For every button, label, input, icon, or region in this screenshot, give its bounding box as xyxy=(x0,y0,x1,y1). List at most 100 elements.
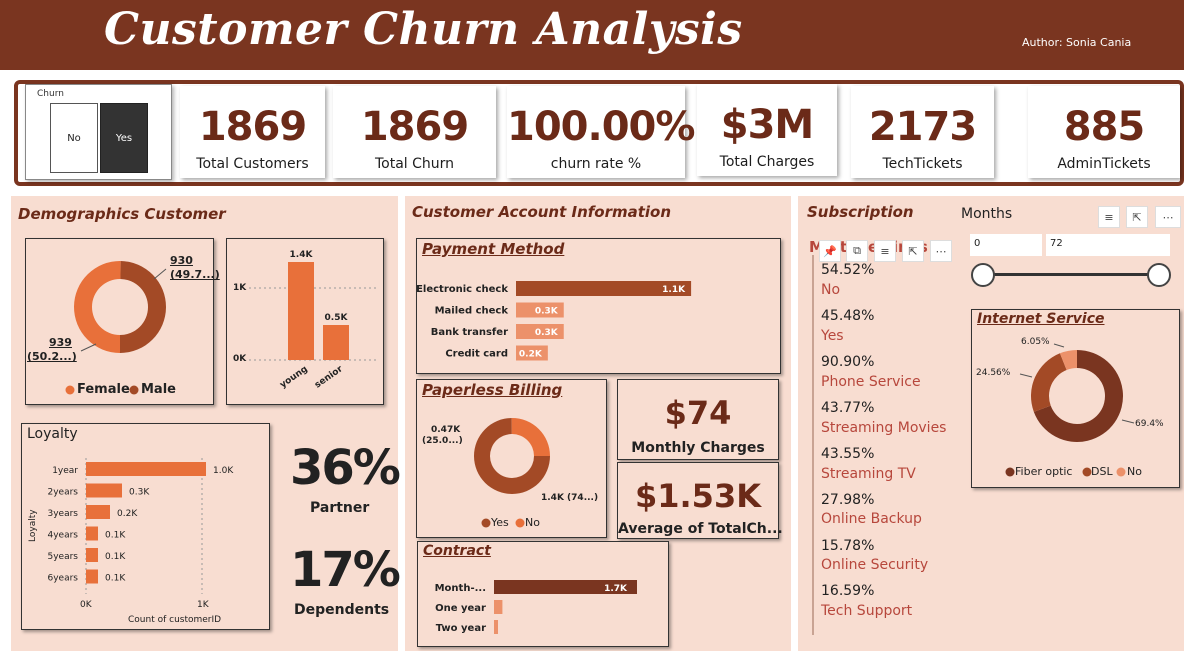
loyalty-value-4years: 0.1K xyxy=(105,531,126,541)
contract-title: Contract xyxy=(423,543,491,559)
loyalty-title: Loyalty xyxy=(27,426,78,442)
avg-total-charges-label: Average of TotalCh... xyxy=(618,521,783,537)
loyalty-category-4years: 4years xyxy=(48,531,79,541)
loyalty-bar-chart: 1year 1.0K 2years 0.3K 3years 0.2K 4years 0.1K 5… xyxy=(48,458,234,594)
internet-dsl-pct: 24.56% xyxy=(976,368,1011,378)
legend-no-label: No xyxy=(1127,465,1142,478)
legend-dsl-marker xyxy=(1082,467,1092,477)
paperless-yes-value: 1.4K (74...) xyxy=(541,493,599,503)
fiber-slice xyxy=(1033,350,1123,442)
loyalty-y-axis-label: Loyalty xyxy=(28,509,38,542)
more-options-icon[interactable]: ⋯ xyxy=(1155,206,1181,228)
contract-category-0: Month-... xyxy=(435,583,486,594)
kpi-label: Total Charges xyxy=(719,154,815,170)
female-pct-label: (50.2...) xyxy=(27,350,77,363)
page-title: Customer Churn Analysis xyxy=(104,4,743,55)
dsl-slice xyxy=(1031,353,1067,412)
kpi-label: AdminTickets xyxy=(1057,156,1151,172)
paperless-no-value: 0.47K xyxy=(431,425,461,435)
kpi-admin-tickets: 885 AdminTickets xyxy=(1028,86,1180,178)
loyalty-card: 1year 1.0K 2years 0.3K 3years 0.2K 4years 0.1K 5… xyxy=(21,423,270,630)
paperless-title: Paperless Billing xyxy=(422,381,563,399)
male-pct-label: (49.7...) xyxy=(170,268,220,281)
legend-female-marker xyxy=(65,385,75,395)
kpi-value: 1869 xyxy=(360,104,469,150)
kpi-label: Total Churn xyxy=(374,156,455,172)
loyalty-category-1year: 1year xyxy=(52,466,78,476)
kpi-label: Total Customers xyxy=(196,156,309,172)
contract-bar-chart: Month-... 1.7K One year Two year xyxy=(435,580,637,634)
payment-value-2: 0.3K xyxy=(535,328,559,338)
female-slice xyxy=(74,261,121,353)
months-slider-max-handle[interactable] xyxy=(1147,263,1171,287)
gender-donut-card xyxy=(25,238,214,405)
age-category-label-young: young xyxy=(278,364,309,390)
kpi-value: 100.00% xyxy=(507,104,695,150)
months-slicer-title: Months xyxy=(961,206,1013,222)
payment-card: Electronic check 1.1K Mailed check 0.3K Bank… xyxy=(416,238,781,374)
sub-pct-yes: 45.48% xyxy=(821,308,875,324)
churn-slicer-no-button[interactable]: No xyxy=(50,103,98,173)
age-bar-chart: 1.4K young 0.5K senior xyxy=(249,250,377,391)
loyalty-bar-4years xyxy=(86,526,98,541)
female-count-label: 939 xyxy=(49,336,72,349)
contract-value-0: 1.7K xyxy=(604,584,628,594)
loyalty-value-1year: 1.0K xyxy=(213,466,234,476)
sub-name-phone-service: Phone Service xyxy=(821,374,921,390)
payment-bar-1 xyxy=(516,302,564,318)
kpi-total-charges: $3M Total Charges xyxy=(697,84,837,176)
kpi-total-churn: 1869 Total Churn xyxy=(333,86,496,178)
kpi-value: 885 xyxy=(1063,104,1146,150)
age-bar-label-senior: 0.5K xyxy=(325,313,349,323)
months-slider-track[interactable] xyxy=(982,273,1160,276)
no-internet-slice xyxy=(1059,350,1077,370)
internet-fiber-pct: 69.4% xyxy=(1135,419,1164,429)
account-title: Customer Account Information xyxy=(412,203,672,221)
sub-name-online-security: Online Security xyxy=(821,557,929,573)
gender-donut-chart xyxy=(65,261,167,395)
months-min-value: 0 xyxy=(974,238,981,249)
loyalty-bar-1year xyxy=(86,462,206,476)
kpi-total-customers: 1869 Total Customers xyxy=(180,86,325,178)
months-max-input[interactable]: 72 xyxy=(1046,234,1170,256)
pin-icon[interactable]: 📌 xyxy=(819,240,841,262)
focus-mode-icon[interactable]: ⇱ xyxy=(1126,206,1148,228)
subscription-title: Subscription xyxy=(807,203,914,221)
loyalty-bar-6years xyxy=(86,569,98,584)
contract-bar-0 xyxy=(494,580,637,594)
filter-icon[interactable]: ≡ xyxy=(874,240,896,262)
payment-title: Payment Method xyxy=(422,240,565,258)
payment-bar-0 xyxy=(516,281,692,296)
loyalty-category-3years: 3years xyxy=(48,509,79,519)
filter-icon[interactable]: ≡ xyxy=(1098,206,1120,228)
paperless-yes-slice xyxy=(474,418,550,494)
contract-category-1: One year xyxy=(435,603,486,614)
focus-mode-icon[interactable]: ⇱ xyxy=(902,240,924,262)
demographics-title: Demographics Customer xyxy=(18,205,226,223)
loyalty-x-tick-1: 1K xyxy=(197,600,209,610)
age-bar-young xyxy=(288,262,314,360)
more-options-icon[interactable]: ⋯ xyxy=(930,240,952,262)
age-bar-card: 1.4K young 0.5K senior xyxy=(226,238,384,405)
sub-name-streaming-movies: Streaming Movies xyxy=(821,420,947,436)
months-slider-min-handle[interactable] xyxy=(971,263,995,287)
kpi-tech-tickets: 2173 TechTickets xyxy=(851,86,994,178)
churn-slicer-yes-button[interactable]: Yes xyxy=(100,103,148,173)
copy-icon[interactable]: ⧉ xyxy=(846,240,868,262)
sub-name-tech-support: Tech Support xyxy=(821,603,913,619)
loyalty-value-6years: 0.1K xyxy=(105,574,126,584)
age-bar-senior xyxy=(323,325,349,360)
sub-pct-streaming-tv: 43.55% xyxy=(821,446,875,462)
sub-pct-phone-service: 90.90% xyxy=(821,354,875,370)
sub-name-online-backup: Online Backup xyxy=(821,511,922,527)
paperless-no-slice xyxy=(511,418,550,456)
internet-donut-chart xyxy=(1005,343,1135,477)
months-min-input[interactable]: 0 xyxy=(970,234,1042,256)
avg-total-charges-value: $1.53K xyxy=(634,477,761,515)
loyalty-category-5years: 5years xyxy=(48,552,79,562)
internet-service-card xyxy=(971,309,1180,488)
payment-value-0: 1.1K xyxy=(662,285,686,295)
dependents-label: Dependents xyxy=(294,602,390,618)
age-tick-0k: 0K xyxy=(233,354,247,364)
payment-category-2: Bank transfer xyxy=(431,327,508,338)
